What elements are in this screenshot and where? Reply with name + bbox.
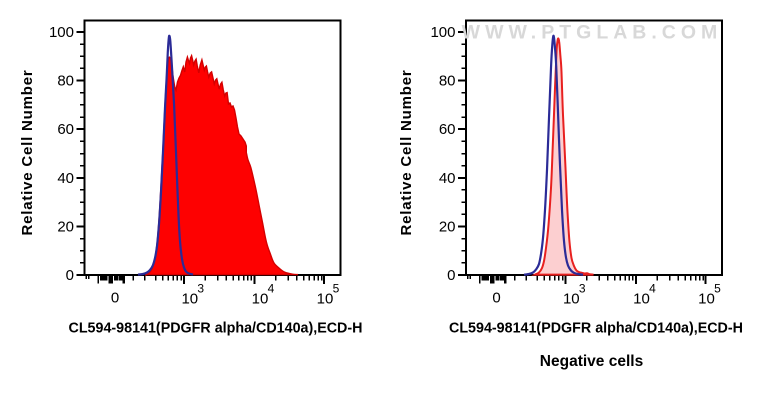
svg-text:0: 0 [111,290,119,307]
svg-text:3: 3 [579,282,586,296]
svg-text:100: 100 [430,24,455,41]
svg-text:4: 4 [268,282,275,296]
svg-text:0: 0 [66,267,74,284]
svg-text:WWW.PTGLAB.COM: WWW.PTGLAB.COM [462,22,723,44]
svg-text:80: 80 [57,73,74,90]
svg-text:60: 60 [439,121,456,138]
svg-text:0: 0 [492,290,500,307]
svg-text:0: 0 [447,267,455,284]
svg-text:10: 10 [181,291,198,308]
svg-text:CL594-98141(PDGFR alpha/CD140a: CL594-98141(PDGFR alpha/CD140a),ECD-H [69,321,363,337]
svg-text:20: 20 [439,218,456,235]
svg-text:5: 5 [333,282,340,296]
svg-text:10: 10 [698,291,715,308]
svg-text:60: 60 [57,121,74,138]
svg-text:10: 10 [563,291,580,308]
svg-text:10: 10 [633,291,650,308]
svg-text:4: 4 [649,282,656,296]
svg-text:10: 10 [252,291,269,308]
svg-text:40: 40 [439,170,456,187]
svg-text:100: 100 [49,24,74,41]
svg-text:10: 10 [317,291,334,308]
svg-text:Negative cells: Negative cells [540,353,643,370]
svg-text:20: 20 [57,218,74,235]
svg-text:CL594-98141(PDGFR alpha/CD140a: CL594-98141(PDGFR alpha/CD140a),ECD-H [449,321,743,337]
svg-text:Relative Cell Number: Relative Cell Number [398,69,415,235]
svg-text:Relative Cell Number: Relative Cell Number [19,69,36,235]
svg-text:40: 40 [57,170,74,187]
svg-text:5: 5 [714,282,721,296]
svg-text:3: 3 [197,282,204,296]
svg-text:80: 80 [439,73,456,90]
